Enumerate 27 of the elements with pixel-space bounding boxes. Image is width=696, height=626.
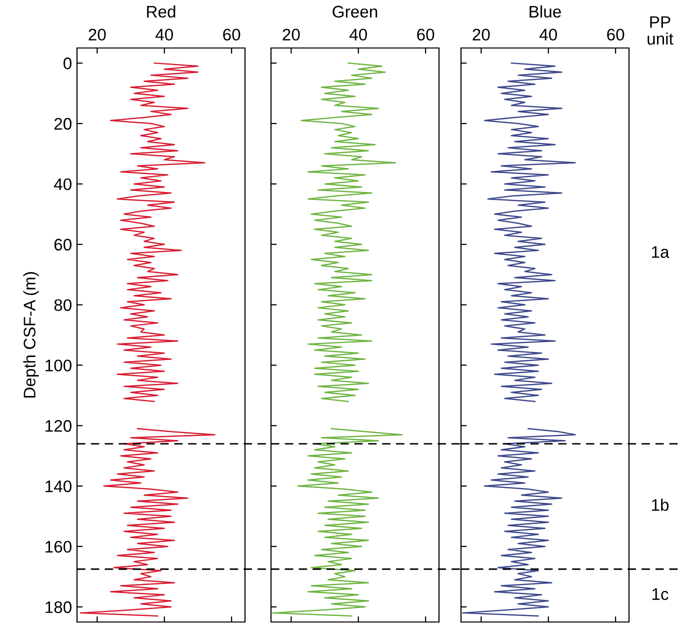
text: 1b <box>652 498 669 511</box>
chart-title: Red <box>147 5 176 18</box>
y-tick-label: 80 <box>54 299 72 311</box>
chart-title: Blue <box>530 5 561 18</box>
x-tick-label: 20 <box>282 28 300 41</box>
y-tick-label: 120 <box>46 420 72 432</box>
y-tick-label: 100 <box>46 360 72 372</box>
chart-title: Green <box>332 6 378 18</box>
y-tick-label: 180 <box>46 601 72 614</box>
y-tick-label: 40 <box>54 178 72 190</box>
x-tick-label: 60 <box>417 28 434 41</box>
text: 1a <box>652 246 670 258</box>
x-tick-label: 40 <box>349 28 367 41</box>
y-tick-label: 20 <box>54 118 72 130</box>
x-tick-label: 40 <box>155 28 173 41</box>
y-tick-label: 160 <box>46 540 72 553</box>
y-axis-title: Depth CSF-A (m) <box>23 272 39 398</box>
x-tick-label: 40 <box>539 28 557 41</box>
text: PP unit <box>648 16 674 45</box>
x-tick-label: 60 <box>223 28 240 41</box>
x-tick-label: 60 <box>607 28 624 41</box>
y-tick-label: 0 <box>64 58 72 70</box>
y-tick-label: 140 <box>46 480 72 492</box>
x-tick-label: 20 <box>472 28 490 41</box>
x-tick-label: 20 <box>88 28 106 41</box>
text: 1c <box>652 588 668 600</box>
y-tick-label: 60 <box>54 238 72 251</box>
